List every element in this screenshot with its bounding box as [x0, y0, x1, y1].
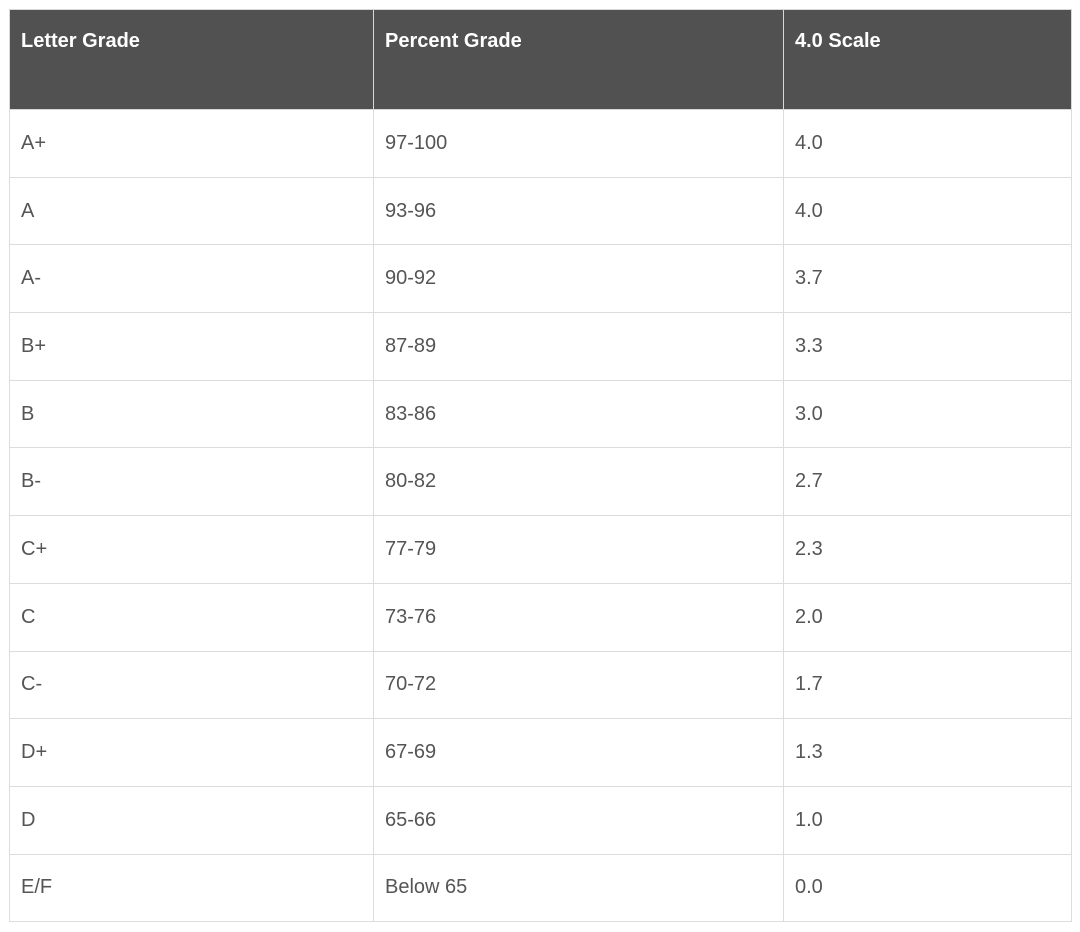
percent-grade-cell: 65-66: [373, 785, 784, 855]
letter-grade-cell: C-: [9, 650, 374, 720]
letter-grade-cell: C+: [9, 515, 374, 584]
letter-grade-cell: D+: [9, 718, 374, 787]
table-row: A- 90-92 3.7: [9, 244, 1072, 314]
table-row: A+ 97-100 4.0: [9, 109, 1072, 178]
table-row: C+ 77-79 2.3: [9, 515, 1072, 584]
table-row: C- 70-72 1.7: [9, 650, 1072, 720]
scale-cell: 2.0: [783, 582, 1072, 652]
table-row: D+ 67-69 1.3: [9, 718, 1072, 787]
table-row: B 83-86 3.0: [9, 379, 1072, 449]
letter-grade-cell: D: [9, 785, 374, 855]
letter-grade-cell: A: [9, 176, 374, 246]
table-row: A 93-96 4.0: [9, 176, 1072, 246]
scale-cell: 1.7: [783, 650, 1072, 720]
scale-cell: 2.3: [783, 515, 1072, 584]
scale-cell: 3.7: [783, 244, 1072, 314]
letter-grade-cell: E/F: [9, 853, 374, 923]
letter-grade-cell: A+: [9, 109, 374, 178]
percent-grade-cell: Below 65: [373, 853, 784, 923]
scale-cell: 4.0: [783, 176, 1072, 246]
table-row: E/F Below 65 0.0: [9, 853, 1072, 923]
letter-grade-cell: B: [9, 379, 374, 449]
scale-cell: 1.3: [783, 718, 1072, 787]
percent-grade-cell: 83-86: [373, 379, 784, 449]
header-percent-grade: Percent Grade: [373, 9, 784, 110]
percent-grade-cell: 90-92: [373, 244, 784, 314]
letter-grade-cell: A-: [9, 244, 374, 314]
header-4-0-scale: 4.0 Scale: [783, 9, 1072, 110]
table-header-row: Letter Grade Percent Grade 4.0 Scale: [9, 9, 1072, 110]
letter-grade-cell: C: [9, 582, 374, 652]
scale-cell: 3.3: [783, 312, 1072, 381]
percent-grade-cell: 93-96: [373, 176, 784, 246]
percent-grade-cell: 80-82: [373, 447, 784, 517]
percent-grade-cell: 87-89: [373, 312, 784, 381]
letter-grade-cell: B-: [9, 447, 374, 517]
letter-grade-cell: B+: [9, 312, 374, 381]
grade-scale-table: Letter Grade Percent Grade 4.0 Scale A+ 9…: [9, 9, 1072, 923]
table-row: B+ 87-89 3.3: [9, 312, 1072, 381]
table-row: C 73-76 2.0: [9, 582, 1072, 652]
percent-grade-cell: 73-76: [373, 582, 784, 652]
percent-grade-cell: 77-79: [373, 515, 784, 584]
scale-cell: 3.0: [783, 379, 1072, 449]
scale-cell: 4.0: [783, 109, 1072, 178]
header-letter-grade: Letter Grade: [9, 9, 374, 110]
table-row: B- 80-82 2.7: [9, 447, 1072, 517]
table-row: D 65-66 1.0: [9, 785, 1072, 855]
percent-grade-cell: 67-69: [373, 718, 784, 787]
percent-grade-cell: 97-100: [373, 109, 784, 178]
scale-cell: 0.0: [783, 853, 1072, 923]
percent-grade-cell: 70-72: [373, 650, 784, 720]
scale-cell: 2.7: [783, 447, 1072, 517]
scale-cell: 1.0: [783, 785, 1072, 855]
